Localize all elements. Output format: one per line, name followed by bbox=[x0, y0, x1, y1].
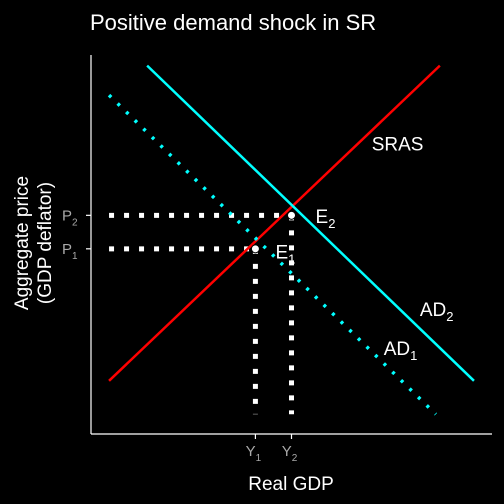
equilibrium-label-2-main: E bbox=[316, 207, 329, 228]
equilibrium-point-1 bbox=[250, 244, 260, 254]
curve-label-2: AD2 bbox=[420, 300, 454, 324]
y-tick-label-1: P1 bbox=[62, 241, 78, 262]
x-tick-label-2-main: Y bbox=[282, 443, 292, 460]
y-axis-title-line1: Aggregate price bbox=[12, 176, 33, 310]
series-line-sras bbox=[108, 64, 441, 382]
x-tick-label-1-sub: 1 bbox=[256, 453, 262, 464]
x-tick-label-2-sub: 2 bbox=[292, 453, 298, 464]
x-axis-title: Real GDP bbox=[248, 474, 334, 495]
curve-label-1-main: SRAS bbox=[372, 134, 424, 155]
equilibrium-label-2-sub: 2 bbox=[328, 216, 335, 231]
y-tick-label-2-main: P bbox=[62, 207, 72, 224]
x-tick-label-1-main: Y bbox=[246, 443, 256, 460]
equilibrium-label-1: E1 bbox=[275, 243, 295, 267]
series-group bbox=[107, 64, 475, 416]
x-tick-label-2: Y2 bbox=[282, 443, 298, 464]
series-line-ad1 bbox=[107, 93, 438, 416]
y-tick-label-2: P2 bbox=[62, 207, 78, 228]
curve-label-3-main: AD bbox=[384, 339, 410, 360]
y-tick-label-1-sub: 1 bbox=[72, 251, 78, 262]
curve-label-2-main: AD bbox=[420, 300, 446, 321]
equilibrium-label-2: E2 bbox=[316, 207, 336, 231]
curve-label-1: SRAS bbox=[372, 134, 424, 155]
equilibrium-label-1-main: E bbox=[275, 243, 288, 264]
curve-label-3: AD1 bbox=[384, 339, 418, 363]
curve-label-3-sub: 1 bbox=[410, 348, 417, 363]
y-tick-label-2-sub: 2 bbox=[72, 217, 78, 228]
y-axis-title-line2: (GDP deflator) bbox=[35, 182, 56, 304]
y-tick-label-1-main: P bbox=[62, 241, 72, 258]
chart-title: Positive demand shock in SR bbox=[90, 10, 376, 35]
curve-label-2-sub: 2 bbox=[446, 309, 453, 324]
equilibrium-point-2 bbox=[287, 210, 296, 220]
equilibrium-label-1-sub: 1 bbox=[288, 252, 295, 267]
guide-lines bbox=[109, 212, 294, 415]
series-line-ad2 bbox=[146, 64, 475, 382]
x-tick-label-1: Y1 bbox=[246, 443, 262, 464]
